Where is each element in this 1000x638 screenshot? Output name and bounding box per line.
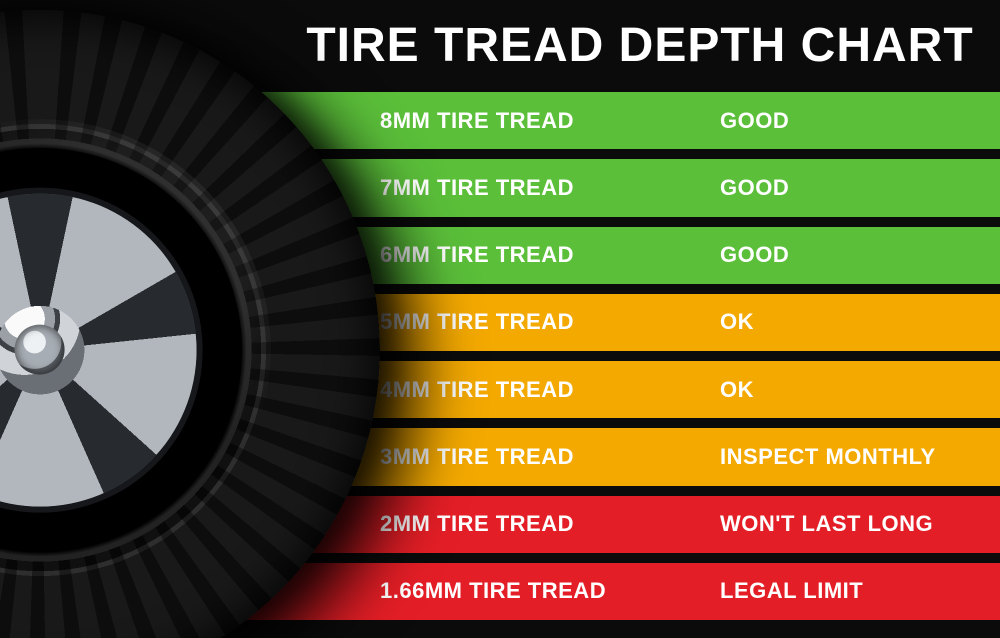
- infographic-stage: TIRE TREAD DEPTH CHART 8MM TIRE TREADGOO…: [0, 0, 1000, 638]
- tread-depth-label: 1.66MM TIRE TREAD: [380, 578, 720, 604]
- tread-row: 1.66MM TIRE TREADLEGAL LIMIT: [0, 563, 1000, 620]
- tread-depth-label: 8MM TIRE TREAD: [380, 108, 720, 134]
- chart-title: TIRE TREAD DEPTH CHART: [300, 18, 980, 73]
- tread-status-label: WON'T LAST LONG: [720, 511, 1000, 537]
- tread-depth-label: 2MM TIRE TREAD: [380, 511, 720, 537]
- tread-row: 7MM TIRE TREADGOOD: [0, 159, 1000, 216]
- tread-depth-label: 7MM TIRE TREAD: [380, 175, 720, 201]
- tread-row: 4MM TIRE TREADOK: [0, 361, 1000, 418]
- tread-status-label: OK: [720, 309, 1000, 335]
- tread-status-label: GOOD: [720, 175, 1000, 201]
- tread-status-label: GOOD: [720, 242, 1000, 268]
- tread-rows: 8MM TIRE TREADGOOD7MM TIRE TREADGOOD6MM …: [0, 92, 1000, 620]
- tread-depth-label: 6MM TIRE TREAD: [380, 242, 720, 268]
- tread-row: 8MM TIRE TREADGOOD: [0, 92, 1000, 149]
- tread-row: 5MM TIRE TREADOK: [0, 294, 1000, 351]
- tread-status-label: GOOD: [720, 108, 1000, 134]
- tread-row: 3MM TIRE TREADINSPECT MONTHLY: [0, 428, 1000, 485]
- tread-row: 2MM TIRE TREADWON'T LAST LONG: [0, 496, 1000, 553]
- tread-depth-label: 4MM TIRE TREAD: [380, 377, 720, 403]
- tread-status-label: LEGAL LIMIT: [720, 578, 1000, 604]
- tread-depth-label: 5MM TIRE TREAD: [380, 309, 720, 335]
- tread-status-label: INSPECT MONTHLY: [720, 444, 1000, 470]
- tread-status-label: OK: [720, 377, 1000, 403]
- tread-depth-label: 3MM TIRE TREAD: [380, 444, 720, 470]
- tread-row: 6MM TIRE TREADGOOD: [0, 227, 1000, 284]
